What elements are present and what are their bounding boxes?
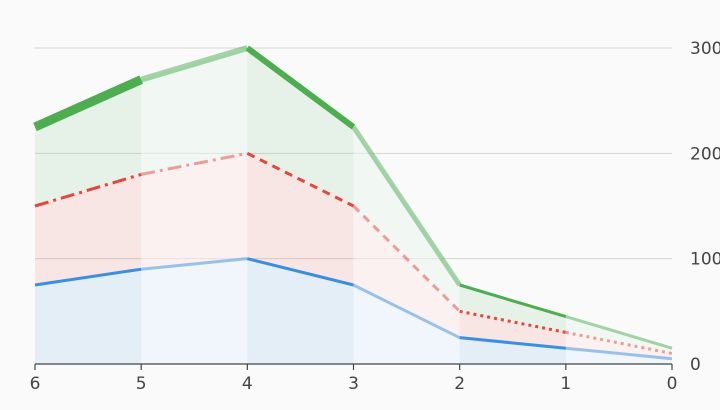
y-tick-label: 0	[690, 355, 701, 375]
series-3-segment	[565, 315, 673, 350]
series-2-segment	[140, 151, 248, 176]
series-2-segment	[352, 204, 461, 313]
area-band-2	[35, 153, 672, 359]
x-tick-label: 4	[242, 374, 253, 394]
x-tick-label: 1	[560, 374, 571, 394]
series-1-segment	[141, 257, 248, 271]
segment-shading	[141, 48, 672, 364]
series-1-segment	[352, 283, 461, 340]
x-tick-label: 2	[454, 374, 465, 394]
area-band-1	[35, 258, 672, 364]
x-tick-label: 3	[348, 374, 359, 394]
series-3-segment	[33, 75, 144, 132]
x-tick-label: 5	[136, 374, 147, 394]
x-tick-label: 0	[667, 374, 678, 394]
x-tick-label: 6	[30, 374, 41, 394]
segment-highlight	[141, 48, 248, 364]
series-3-segment	[351, 125, 462, 287]
series-1-segment	[459, 336, 566, 350]
series-lines	[33, 45, 673, 361]
series-2-segment	[246, 151, 355, 208]
area-band-3	[35, 48, 672, 354]
x-tick-labels: 6 5 4 3 2 1 0	[30, 374, 678, 394]
y-tick-labels: 0 100 200 300	[690, 39, 720, 375]
series-1-segment	[34, 267, 142, 287]
series-1-segment	[565, 346, 673, 361]
series-3-segment	[140, 45, 249, 83]
y-tick-label: 300	[690, 39, 720, 59]
series-3-segment	[459, 283, 567, 319]
gridlines	[35, 47, 672, 260]
segment-highlight	[353, 127, 460, 364]
series-1-segment	[246, 257, 354, 287]
series-areas	[35, 48, 672, 364]
y-tick-label: 200	[690, 144, 720, 164]
series-3-segment	[245, 45, 356, 130]
series-2-segment	[34, 172, 142, 208]
y-tick-label: 100	[690, 250, 720, 270]
x-axis	[34, 363, 673, 370]
